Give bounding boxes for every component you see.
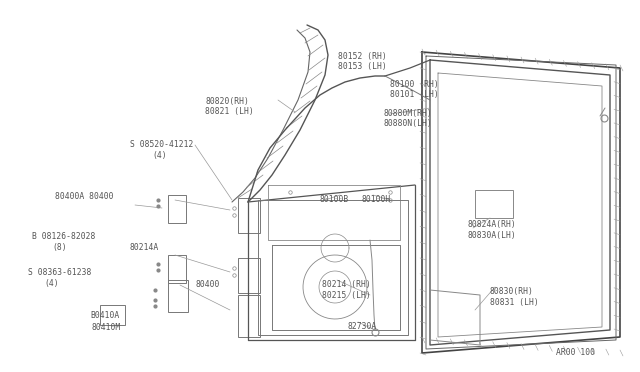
Bar: [238, 258, 260, 293]
Text: 80214A: 80214A: [130, 243, 159, 252]
Text: 80824A(RH): 80824A(RH): [468, 220, 516, 229]
Bar: [100, 305, 125, 325]
Text: (8): (8): [52, 243, 67, 252]
Bar: [168, 255, 186, 283]
Text: 80153 (LH): 80153 (LH): [338, 62, 387, 71]
Text: S 08363-61238: S 08363-61238: [28, 268, 92, 277]
Text: 80821 (LH): 80821 (LH): [205, 107, 253, 116]
Text: 80830(RH): 80830(RH): [490, 287, 534, 296]
Text: 80831 (LH): 80831 (LH): [490, 298, 539, 307]
Text: B 08126-82028: B 08126-82028: [32, 232, 95, 241]
Text: 80400A 80400: 80400A 80400: [55, 192, 113, 201]
Text: S 08520-41212: S 08520-41212: [130, 140, 193, 149]
Text: 80101 (LH): 80101 (LH): [390, 90, 439, 99]
Text: 80830A(LH): 80830A(LH): [468, 231, 516, 240]
Text: 80100H: 80100H: [361, 195, 390, 204]
Bar: [238, 295, 260, 337]
Text: 80100 (RH): 80100 (RH): [390, 80, 439, 89]
Text: 82730A: 82730A: [348, 322, 377, 331]
Text: B0410A: B0410A: [90, 311, 119, 320]
Bar: [475, 190, 513, 218]
Text: (4): (4): [44, 279, 59, 288]
Bar: [168, 280, 188, 312]
Text: 80214 (RH): 80214 (RH): [322, 280, 371, 289]
Text: AR00 100: AR00 100: [556, 348, 595, 357]
Text: 80410M: 80410M: [92, 323, 121, 332]
Text: 80152 (RH): 80152 (RH): [338, 52, 387, 61]
Text: (4): (4): [152, 151, 166, 160]
Text: 80215 (LH): 80215 (LH): [322, 291, 371, 300]
Text: 80400: 80400: [196, 280, 220, 289]
Text: 80820(RH): 80820(RH): [205, 97, 249, 106]
Text: 80880M(RH): 80880M(RH): [383, 109, 432, 118]
Text: 80880N(LH): 80880N(LH): [383, 119, 432, 128]
Bar: [238, 198, 260, 233]
Text: 80100B: 80100B: [320, 195, 349, 204]
Bar: [168, 195, 186, 223]
